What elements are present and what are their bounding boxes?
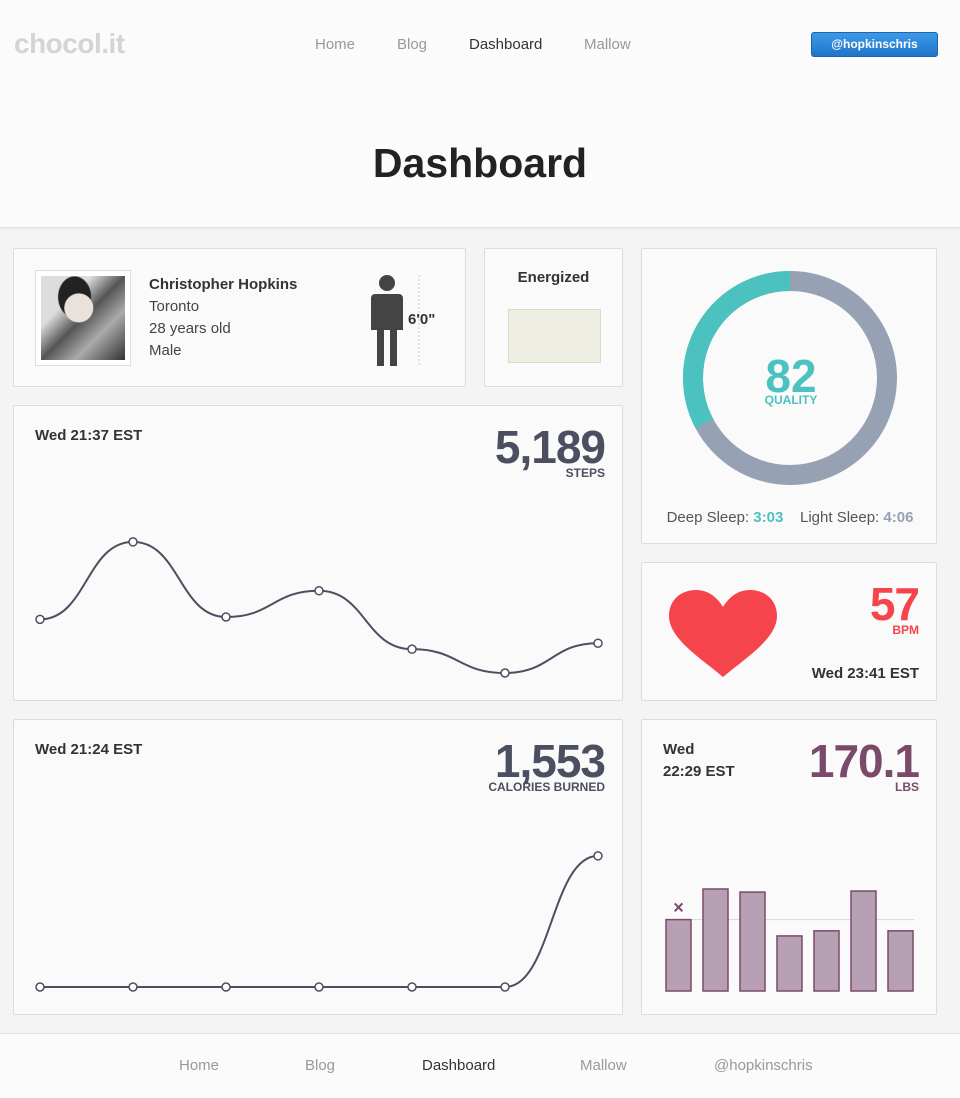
steps-unit: STEPS bbox=[565, 466, 605, 480]
light-sleep-value: 4:06 bbox=[883, 509, 914, 526]
profile-city: Toronto bbox=[149, 298, 200, 315]
light-sleep-label: Light Sleep: bbox=[800, 509, 880, 526]
heart-rate-value: 57 bbox=[869, 578, 920, 630]
calories-chart-point bbox=[128, 982, 138, 992]
calories-unit: CALORIES BURNED bbox=[488, 780, 605, 794]
footer-mallow[interactable]: Mallow bbox=[580, 1057, 627, 1074]
calories-value: 1,553 bbox=[494, 735, 606, 787]
steps-value: 5,189 bbox=[494, 421, 606, 473]
person-icon bbox=[371, 275, 420, 366]
profile-photo bbox=[41, 276, 125, 360]
profile-gender: Male bbox=[149, 342, 182, 359]
nav-mallow[interactable]: Mallow bbox=[584, 36, 631, 53]
sleep-quality-value: 82 bbox=[765, 350, 817, 402]
weight-bar bbox=[887, 930, 914, 992]
weight-chart: × bbox=[665, 888, 914, 992]
steps-chart-point bbox=[221, 612, 231, 622]
weight-time-clock: 22:29 EST bbox=[663, 763, 735, 780]
heart-time: Wed 23:41 EST bbox=[811, 665, 919, 682]
steps-chart-line bbox=[39, 540, 599, 675]
steps-chart bbox=[35, 537, 603, 678]
weight-value: 170.1 bbox=[808, 735, 920, 787]
avatar bbox=[35, 270, 131, 366]
steps-chart-point bbox=[593, 638, 603, 648]
calories-card: Wed 21:24 EST 1,553 CALORIES BURNED bbox=[13, 719, 623, 1015]
footer-dashboard[interactable]: Dashboard bbox=[422, 1057, 496, 1074]
calories-chart-line bbox=[39, 854, 599, 989]
mood-label: Energized bbox=[517, 269, 590, 286]
steps-chart-point bbox=[35, 614, 45, 625]
top-nav: Home Blog Dashboard Mallow bbox=[0, 36, 960, 56]
sleep-card: 82 QUALITY Deep Sleep: 3:03 Light Sleep:… bbox=[641, 248, 937, 544]
sleep-ring-deep bbox=[683, 271, 791, 429]
calories-chart-point bbox=[35, 982, 45, 992]
nav-blog[interactable]: Blog bbox=[397, 36, 428, 53]
calories-chart bbox=[35, 851, 603, 992]
weight-card: Wed 22:29 EST 170.1 LBS × bbox=[641, 719, 937, 1015]
calories-chart-point bbox=[314, 982, 324, 992]
sleep-quality-label: QUALITY bbox=[764, 393, 818, 407]
steps-time: Wed 21:37 EST bbox=[35, 427, 143, 444]
steps-chart-point bbox=[500, 668, 510, 678]
weight-marker: × bbox=[673, 898, 684, 918]
weight-bar bbox=[665, 918, 692, 992]
sleep-ring bbox=[683, 271, 897, 485]
deep-sleep-label: Deep Sleep: bbox=[666, 509, 750, 526]
mood-card: Energized bbox=[484, 248, 623, 387]
calories-time: Wed 21:24 EST bbox=[35, 741, 143, 758]
calories-chart-point bbox=[593, 851, 603, 861]
mood-swatch bbox=[508, 309, 601, 363]
weight-unit: LBS bbox=[895, 780, 919, 794]
footer-home[interactable]: Home bbox=[179, 1057, 220, 1074]
weight-bar bbox=[850, 890, 877, 992]
height-value: 6'0" bbox=[408, 311, 436, 328]
footer-handle[interactable]: @hopkinschris bbox=[714, 1057, 813, 1074]
nav-home[interactable]: Home bbox=[315, 36, 356, 53]
profile-name: Christopher Hopkins bbox=[149, 276, 298, 293]
weight-bar bbox=[702, 888, 729, 992]
user-button[interactable]: @hopkinschris bbox=[811, 32, 938, 57]
calories-chart-point bbox=[500, 982, 510, 992]
steps-card: Wed 21:37 EST 5,189 STEPS bbox=[13, 405, 623, 701]
footer-blog[interactable]: Blog bbox=[305, 1057, 336, 1074]
profile-card: Christopher Hopkins Toronto 28 years old… bbox=[13, 248, 466, 387]
calories-chart-point bbox=[221, 982, 231, 992]
heart-card: 57 BPM Wed 23:41 EST bbox=[641, 562, 937, 701]
sleep-breakdown: Deep Sleep: 3:03 Light Sleep: 4:06 bbox=[642, 509, 938, 526]
profile-age: 28 years old bbox=[149, 320, 231, 337]
weight-bar bbox=[739, 891, 766, 992]
header: chocol.it Home Blog Dashboard Mallow @ho… bbox=[0, 0, 960, 228]
logo[interactable]: chocol.it bbox=[14, 28, 125, 59]
weight-bar bbox=[776, 935, 803, 992]
heart-rate-unit: BPM bbox=[892, 623, 919, 637]
calories-chart-point bbox=[407, 982, 417, 992]
weight-time-day: Wed bbox=[663, 741, 695, 758]
steps-chart-point bbox=[128, 537, 138, 547]
deep-sleep-value: 3:03 bbox=[753, 509, 784, 526]
nav-dashboard[interactable]: Dashboard bbox=[469, 36, 543, 53]
weight-bar bbox=[813, 930, 840, 992]
footer: Home Blog Dashboard Mallow @hopkinschris bbox=[0, 1033, 960, 1098]
steps-chart-point bbox=[407, 644, 417, 654]
heart-icon bbox=[669, 590, 777, 677]
page-title: Dashboard bbox=[372, 140, 588, 186]
steps-chart-point bbox=[314, 586, 324, 596]
